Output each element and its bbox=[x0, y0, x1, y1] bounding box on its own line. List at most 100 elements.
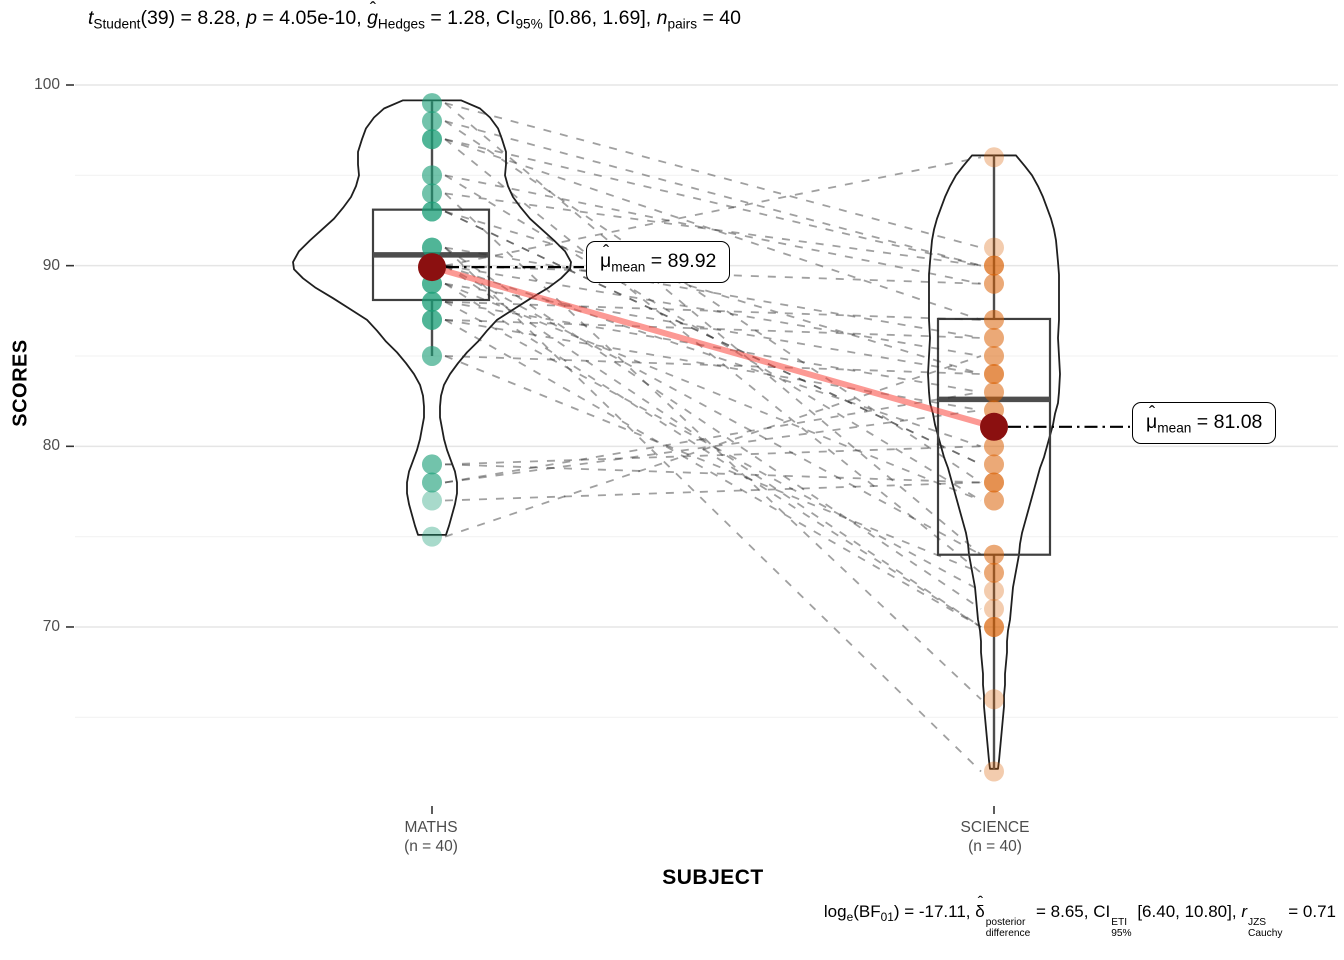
stats-title: tStudent(39) = 8.28, p = 4.05e-10, ˆ gHed… bbox=[88, 0, 741, 32]
pair-line bbox=[444, 282, 982, 375]
data-point-maths bbox=[422, 165, 442, 186]
pair-line bbox=[444, 246, 982, 773]
data-point-science bbox=[984, 472, 1004, 493]
data-point-science bbox=[984, 490, 1004, 511]
data-point-maths bbox=[422, 237, 442, 258]
group-name: SCIENCE bbox=[960, 819, 1030, 836]
pair-line bbox=[444, 192, 982, 700]
data-point-science bbox=[984, 436, 1004, 457]
data-point-maths bbox=[422, 129, 442, 150]
x-group-label-science: SCIENCE (n = 40) bbox=[911, 818, 1079, 856]
data-point-science bbox=[984, 598, 1004, 619]
text-run: = 89.92 bbox=[645, 250, 717, 272]
pair-line bbox=[444, 409, 982, 484]
data-point-maths bbox=[422, 201, 442, 222]
pair-line bbox=[444, 102, 982, 249]
data-point-science bbox=[984, 544, 1004, 565]
y-tick-label-100: 100 bbox=[34, 76, 60, 93]
text-run: = 1.28, CI bbox=[424, 7, 516, 29]
data-point-science bbox=[984, 761, 1004, 782]
data-point-science bbox=[984, 364, 1004, 385]
mean-label-science: ˆ μmean = 81.08 bbox=[1132, 401, 1277, 445]
data-point-maths bbox=[422, 472, 442, 493]
data-point-science bbox=[984, 364, 1004, 385]
pair-line bbox=[444, 264, 982, 285]
pair-line bbox=[444, 210, 982, 466]
text-run: pairs bbox=[667, 16, 698, 32]
pair-line bbox=[444, 300, 982, 394]
group-n: (n = 40) bbox=[968, 838, 1022, 855]
data-point-science bbox=[984, 544, 1004, 565]
data-point-science bbox=[984, 309, 1004, 330]
violin-maths bbox=[292, 99, 572, 536]
data-point-maths bbox=[422, 201, 442, 222]
data-point-science bbox=[984, 237, 1004, 258]
text-run: (39) = 8.28, bbox=[140, 7, 247, 29]
text-run: mean bbox=[611, 259, 646, 275]
data-point-science bbox=[984, 454, 1004, 475]
data-point-science bbox=[984, 255, 1004, 276]
pair-line bbox=[444, 246, 982, 339]
data-point-maths bbox=[422, 309, 442, 330]
data-point-maths bbox=[422, 291, 442, 312]
data-point-science bbox=[984, 436, 1004, 457]
pair-line bbox=[444, 463, 982, 484]
data-point-science bbox=[984, 273, 1004, 294]
pair-line bbox=[444, 102, 982, 556]
text-run: posterior difference bbox=[985, 916, 1031, 940]
mean-trend-line bbox=[429, 264, 997, 430]
text-run: [6.40, 10.80], bbox=[1132, 902, 1242, 921]
text-run: mean bbox=[1157, 420, 1192, 436]
pair-line bbox=[444, 138, 982, 574]
data-point-maths bbox=[422, 237, 442, 258]
pair-line bbox=[444, 210, 982, 375]
data-point-maths bbox=[422, 111, 442, 132]
data-point-maths bbox=[422, 165, 442, 186]
text-run: Hedges bbox=[377, 16, 425, 32]
pair-line bbox=[444, 264, 982, 628]
text-run: t bbox=[88, 7, 94, 29]
data-point-science bbox=[984, 616, 1004, 637]
text-run: = 8.65, CI bbox=[1031, 902, 1111, 921]
text-run: 01 bbox=[880, 909, 894, 924]
mean-dot-maths bbox=[418, 253, 446, 282]
violin-science bbox=[927, 154, 1061, 770]
data-point-maths bbox=[422, 454, 442, 475]
data-point-science bbox=[984, 327, 1004, 348]
data-point-maths bbox=[422, 93, 442, 114]
pair-line bbox=[444, 318, 982, 412]
pair-line bbox=[444, 192, 982, 267]
text-run: [0.86, 1.69], bbox=[542, 7, 657, 29]
text-run: Student bbox=[93, 16, 141, 32]
pair-line bbox=[444, 246, 982, 610]
data-point-science bbox=[984, 345, 1004, 366]
data-point-science bbox=[984, 689, 1004, 710]
data-point-science bbox=[984, 454, 1004, 475]
pair-line bbox=[444, 264, 982, 556]
data-point-science bbox=[984, 616, 1004, 637]
data-point-science bbox=[984, 472, 1004, 493]
box-science bbox=[936, 317, 1052, 556]
data-point-science bbox=[984, 616, 1004, 637]
data-point-maths bbox=[422, 345, 442, 366]
data-point-science bbox=[984, 255, 1004, 276]
text-run: r bbox=[1241, 902, 1247, 921]
data-point-maths bbox=[422, 93, 442, 114]
group-name: MATHS bbox=[404, 819, 458, 836]
text-run: (BF bbox=[853, 902, 881, 921]
pair-line bbox=[444, 391, 982, 484]
data-point-maths bbox=[422, 526, 442, 547]
data-point-science bbox=[984, 327, 1004, 348]
data-point-maths bbox=[422, 111, 442, 132]
data-point-maths bbox=[422, 291, 442, 312]
data-point-maths bbox=[422, 183, 442, 204]
pair-line bbox=[444, 282, 982, 628]
data-point-science bbox=[984, 345, 1004, 366]
x-group-label-maths: MATHS (n = 40) bbox=[347, 818, 515, 856]
x-axis-title: SUBJECT bbox=[662, 866, 764, 889]
mean-dot-science bbox=[980, 412, 1008, 441]
pair-line bbox=[444, 174, 982, 285]
